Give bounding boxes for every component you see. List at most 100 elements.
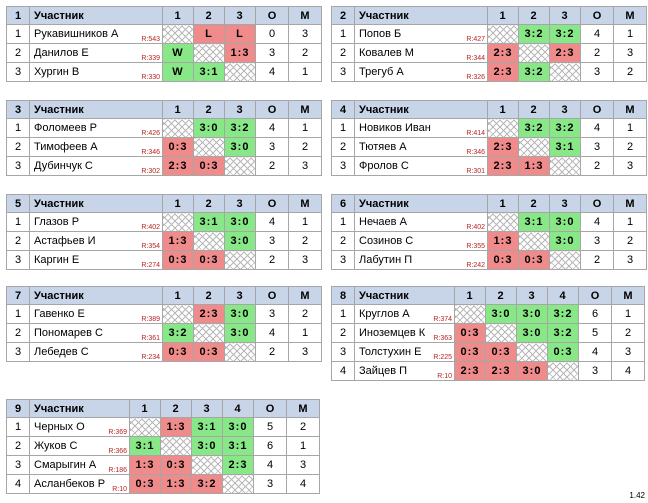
match-score-cell[interactable]: 2:3 (162, 156, 194, 176)
match-score-cell[interactable]: 0:3 (193, 156, 225, 176)
match-score-cell[interactable]: 0:3 (129, 474, 161, 494)
match-score-cell[interactable]: 3:2 (549, 118, 581, 138)
player-name-link[interactable]: Круглов А (359, 308, 410, 320)
match-score-cell[interactable]: 3:1 (193, 62, 225, 82)
match-score-cell[interactable]: 3:1 (129, 436, 161, 456)
match-score-cell[interactable]: 2:3 (549, 43, 581, 63)
player-name-link[interactable]: Лебедев С (34, 346, 89, 358)
player-name-link[interactable]: Попов Б (359, 28, 402, 40)
player-name-link[interactable]: Черных О (34, 421, 85, 433)
match-score-cell[interactable]: 0:3 (162, 137, 194, 157)
player-name-link[interactable]: Зайцев П (359, 365, 408, 377)
match-score-cell[interactable]: 3:1 (549, 137, 581, 157)
match-score-cell[interactable]: 1:3 (129, 455, 161, 475)
match-score-cell[interactable]: 3:1 (222, 436, 254, 456)
match-score-cell[interactable]: 0:3 (162, 342, 194, 362)
match-score-cell[interactable]: 3:0 (193, 118, 225, 138)
match-score-cell[interactable]: 3:1 (191, 417, 223, 437)
participant-cell[interactable]: Толстухин Е R:225 (354, 342, 455, 362)
match-score-cell[interactable]: 3:0 (516, 361, 548, 381)
match-score-cell[interactable]: 2:3 (487, 43, 519, 63)
participant-cell[interactable]: Асланбеков Р R:10 (29, 474, 130, 494)
match-score-cell[interactable]: 1:3 (160, 474, 192, 494)
match-score-cell[interactable]: 2:3 (485, 361, 517, 381)
participant-cell[interactable]: Лабутин П R:242 (354, 250, 488, 270)
match-score-cell[interactable]: 3:2 (224, 118, 256, 138)
participant-cell[interactable]: Жуков С R:366 (29, 436, 130, 456)
player-name-link[interactable]: Данилов Е (34, 47, 89, 59)
player-name-link[interactable]: Нечаев А (359, 216, 407, 228)
player-name-link[interactable]: Дубинчук С (34, 160, 93, 172)
match-score-cell[interactable]: 2:3 (193, 304, 225, 324)
player-name-link[interactable]: Ковалев М (359, 47, 414, 59)
match-score-cell[interactable]: 3:0 (516, 304, 548, 324)
participant-cell[interactable]: Тютяев А R:346 (354, 137, 488, 157)
match-score-cell[interactable]: 0:3 (193, 250, 225, 270)
player-name-link[interactable]: Созинов С (359, 235, 414, 247)
match-score-cell[interactable]: 3:0 (516, 323, 548, 343)
match-score-cell[interactable]: 3:2 (518, 118, 550, 138)
player-name-link[interactable]: Толстухин Е (359, 346, 422, 358)
match-score-cell[interactable]: L (193, 24, 225, 44)
participant-cell[interactable]: Нечаев А R:402 (354, 212, 488, 232)
match-score-cell[interactable]: 3:1 (193, 212, 225, 232)
match-score-cell[interactable]: 0:3 (487, 250, 519, 270)
player-name-link[interactable]: Астафьев И (34, 235, 96, 247)
match-score-cell[interactable]: 3:0 (224, 137, 256, 157)
participant-cell[interactable]: Ковалев М R:344 (354, 43, 488, 63)
participant-cell[interactable]: Попов Б R:427 (354, 24, 488, 44)
match-score-cell[interactable]: 3:2 (518, 24, 550, 44)
match-score-cell[interactable]: 2:3 (454, 361, 486, 381)
match-score-cell[interactable]: 3:0 (224, 212, 256, 232)
participant-cell[interactable]: Зайцев П R:10 (354, 361, 455, 381)
player-name-link[interactable]: Рукавишников А (34, 28, 119, 40)
player-name-link[interactable]: Хургин В (34, 66, 80, 78)
match-score-cell[interactable]: W (162, 43, 194, 63)
match-score-cell[interactable]: 3:0 (222, 417, 254, 437)
match-score-cell[interactable]: 1:3 (224, 43, 256, 63)
participant-cell[interactable]: Смарыгин А R:186 (29, 455, 130, 475)
match-score-cell[interactable]: 3:2 (162, 323, 194, 343)
match-score-cell[interactable]: 3:1 (518, 212, 550, 232)
player-name-link[interactable]: Новиков Иван (359, 122, 431, 134)
match-score-cell[interactable]: 1:3 (160, 417, 192, 437)
player-name-link[interactable]: Асланбеков Р (34, 478, 106, 490)
match-score-cell[interactable]: 3:2 (547, 323, 579, 343)
match-score-cell[interactable]: 1:3 (162, 231, 194, 251)
participant-cell[interactable]: Созинов С R:355 (354, 231, 488, 251)
match-score-cell[interactable]: 3:2 (549, 24, 581, 44)
match-score-cell[interactable]: 3:0 (191, 436, 223, 456)
player-name-link[interactable]: Глазов Р (34, 216, 80, 228)
match-score-cell[interactable]: 0:3 (485, 342, 517, 362)
match-score-cell[interactable]: 2:3 (487, 156, 519, 176)
player-name-link[interactable]: Фролов С (359, 160, 409, 172)
match-score-cell[interactable]: 3:2 (191, 474, 223, 494)
participant-cell[interactable]: Хургин В R:330 (29, 62, 163, 82)
match-score-cell[interactable]: 0:3 (193, 342, 225, 362)
match-score-cell[interactable]: 0:3 (454, 323, 486, 343)
player-name-link[interactable]: Тютяев А (359, 141, 407, 153)
participant-cell[interactable]: Данилов Е R:339 (29, 43, 163, 63)
match-score-cell[interactable]: 0:3 (547, 342, 579, 362)
match-score-cell[interactable]: 3:0 (224, 323, 256, 343)
match-score-cell[interactable]: 3:0 (549, 212, 581, 232)
match-score-cell[interactable]: W (162, 62, 194, 82)
participant-cell[interactable]: Тимофеев А R:346 (29, 137, 163, 157)
participant-cell[interactable]: Новиков Иван R:414 (354, 118, 488, 138)
match-score-cell[interactable]: L (224, 24, 256, 44)
match-score-cell[interactable]: 2:3 (487, 62, 519, 82)
match-score-cell[interactable]: 3:0 (485, 304, 517, 324)
match-score-cell[interactable]: 1:3 (518, 156, 550, 176)
player-name-link[interactable]: Лабутин П (359, 254, 413, 266)
match-score-cell[interactable]: 1:3 (487, 231, 519, 251)
participant-cell[interactable]: Лебедев С R:234 (29, 342, 163, 362)
player-name-link[interactable]: Пономарев С (34, 327, 103, 339)
participant-cell[interactable]: Гавенко Е R:389 (29, 304, 163, 324)
match-score-cell[interactable]: 0:3 (160, 455, 192, 475)
player-name-link[interactable]: Трегуб А (359, 66, 404, 78)
match-score-cell[interactable]: 3:2 (518, 62, 550, 82)
player-name-link[interactable]: Гавенко Е (34, 308, 85, 320)
participant-cell[interactable]: Пономарев С R:361 (29, 323, 163, 343)
participant-cell[interactable]: Черных О R:369 (29, 417, 130, 437)
match-score-cell[interactable]: 0:3 (162, 250, 194, 270)
